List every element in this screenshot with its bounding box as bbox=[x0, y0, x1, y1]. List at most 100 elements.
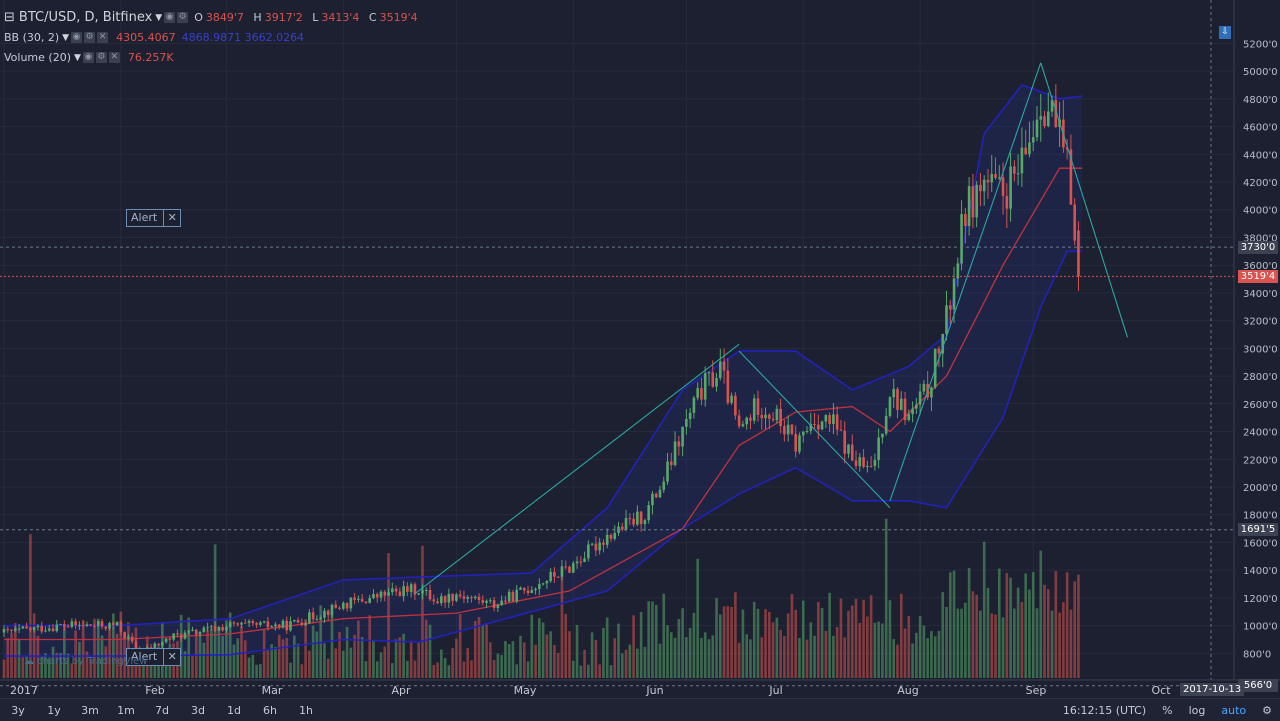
volume-bar bbox=[1013, 608, 1016, 678]
range-6h[interactable]: 6h bbox=[263, 703, 277, 717]
candle-body bbox=[413, 584, 417, 595]
candle-body bbox=[760, 414, 764, 419]
range-3m[interactable]: 3m bbox=[81, 703, 99, 717]
price-chart[interactable]: 5200'0 5000'0 4800'0 4600'0 4400'0 4200'0 4000… bbox=[0, 0, 1280, 698]
y-tick-label: 5200'0 bbox=[1243, 39, 1278, 50]
candle-body bbox=[715, 377, 718, 387]
volume-bar bbox=[458, 614, 462, 678]
gear-icon[interactable]: ⚙ bbox=[1262, 703, 1272, 717]
volume-bar bbox=[997, 568, 1001, 678]
range-7d[interactable]: 7d bbox=[155, 703, 169, 717]
candle-body bbox=[654, 493, 658, 498]
utc-clock[interactable]: 16:12:15 (UTC) bbox=[1062, 703, 1147, 717]
close-icon[interactable]: ✕ bbox=[167, 211, 177, 224]
range-1y[interactable]: 1y bbox=[47, 703, 61, 717]
percent-toggle[interactable]: % bbox=[1162, 703, 1173, 717]
candle-body bbox=[1069, 149, 1073, 205]
range-1m[interactable]: 1m bbox=[117, 703, 135, 717]
volume-bar bbox=[96, 618, 100, 678]
range-3y[interactable]: 3y bbox=[11, 703, 25, 717]
candle-body bbox=[357, 598, 360, 600]
volume-bar bbox=[255, 664, 258, 678]
range-3d[interactable]: 3d bbox=[191, 703, 205, 717]
y-tick-label: 4800'0 bbox=[1243, 95, 1278, 106]
volume-bar bbox=[1050, 610, 1054, 678]
y-tick-label: 4400'0 bbox=[1243, 150, 1278, 161]
arrow-down-icon[interactable]: ⇩ bbox=[1219, 26, 1231, 39]
alert-bottom[interactable]: Alert ✕ bbox=[126, 648, 182, 666]
volume-bar bbox=[564, 613, 568, 678]
close-icon[interactable]: ✕ bbox=[167, 650, 177, 663]
volume-bar bbox=[941, 592, 945, 678]
settings-icon[interactable]: ⚙ bbox=[177, 12, 189, 23]
volume-bar bbox=[522, 642, 526, 678]
volume-bar bbox=[424, 619, 428, 678]
candle-body bbox=[489, 600, 492, 602]
close-icon[interactable]: ✕ bbox=[108, 52, 120, 63]
volume-bar bbox=[832, 635, 835, 678]
alert-label[interactable]: Alert bbox=[127, 210, 165, 226]
tradingview-logo-icon: ☁ bbox=[24, 656, 38, 667]
volume-bar bbox=[530, 614, 534, 678]
candle-body bbox=[115, 621, 119, 626]
collapse-icon[interactable]: ⊟ bbox=[4, 10, 15, 25]
volume-bar bbox=[643, 647, 647, 678]
settings-icon[interactable]: ⚙ bbox=[84, 32, 96, 43]
watermark-text: charts by TradingView bbox=[37, 656, 148, 667]
symbol-title[interactable]: BTC/USD, D, Bitfinex bbox=[18, 10, 153, 25]
close-icon[interactable]: ✕ bbox=[97, 32, 109, 43]
volume-bar bbox=[1016, 587, 1020, 678]
alert-label[interactable]: Alert bbox=[127, 649, 165, 665]
volume-bar bbox=[311, 625, 315, 678]
chevron-down-icon[interactable]: ▼ bbox=[74, 52, 81, 63]
volume-bar bbox=[398, 637, 402, 678]
range-1d[interactable]: 1d bbox=[227, 703, 241, 717]
candle-body bbox=[587, 544, 590, 559]
volume-bar bbox=[277, 634, 281, 678]
alert-top[interactable]: Alert ✕ bbox=[126, 209, 182, 227]
chevron-down-icon[interactable]: ▼ bbox=[155, 12, 163, 23]
volume-label[interactable]: Volume (20) bbox=[4, 51, 71, 64]
candle-body bbox=[157, 643, 160, 646]
watermark[interactable]: ☁ charts by TradingView bbox=[24, 656, 147, 667]
range-1h[interactable]: 1h bbox=[299, 703, 313, 717]
volume-bar bbox=[289, 662, 292, 678]
candle-body bbox=[149, 647, 153, 649]
volume-bar bbox=[700, 637, 703, 678]
volume-bar bbox=[334, 648, 338, 678]
eye-icon[interactable]: ◉ bbox=[164, 12, 176, 23]
candle-body bbox=[749, 417, 752, 421]
volume-bar bbox=[636, 648, 639, 678]
volume-bar bbox=[1058, 612, 1061, 678]
volume-bar bbox=[899, 593, 903, 678]
y-tick-label: 1800'0 bbox=[1243, 511, 1278, 522]
auto-toggle[interactable]: auto bbox=[1221, 703, 1247, 717]
volume-bar bbox=[364, 661, 368, 678]
volume-bar bbox=[436, 662, 439, 678]
volume-bar bbox=[805, 639, 809, 678]
candle-body bbox=[153, 643, 157, 649]
candle-body bbox=[605, 534, 609, 545]
candle-body bbox=[658, 489, 662, 498]
candle-body bbox=[36, 625, 40, 628]
y-tick-label: 2200'0 bbox=[1243, 455, 1278, 466]
settings-icon[interactable]: ⚙ bbox=[95, 52, 107, 63]
volume-bar bbox=[760, 637, 764, 678]
volume-bar bbox=[824, 630, 828, 678]
volume-bar bbox=[330, 612, 334, 678]
volume-bar bbox=[575, 624, 579, 678]
candle-body bbox=[579, 561, 583, 563]
log-toggle[interactable]: log bbox=[1188, 703, 1206, 717]
x-tick-label: Oct bbox=[1151, 684, 1171, 697]
candle-body bbox=[47, 628, 51, 631]
volume-bar bbox=[342, 650, 345, 678]
volume-bar bbox=[51, 646, 55, 678]
eye-icon[interactable]: ◉ bbox=[71, 32, 83, 43]
chevron-down-icon[interactable]: ▼ bbox=[62, 32, 70, 43]
bb-label[interactable]: BB (30, 2) bbox=[4, 31, 60, 44]
eye-icon[interactable]: ◉ bbox=[82, 52, 94, 63]
volume-bar bbox=[749, 639, 752, 678]
candle-body bbox=[210, 626, 213, 628]
volume-bar bbox=[964, 602, 967, 678]
